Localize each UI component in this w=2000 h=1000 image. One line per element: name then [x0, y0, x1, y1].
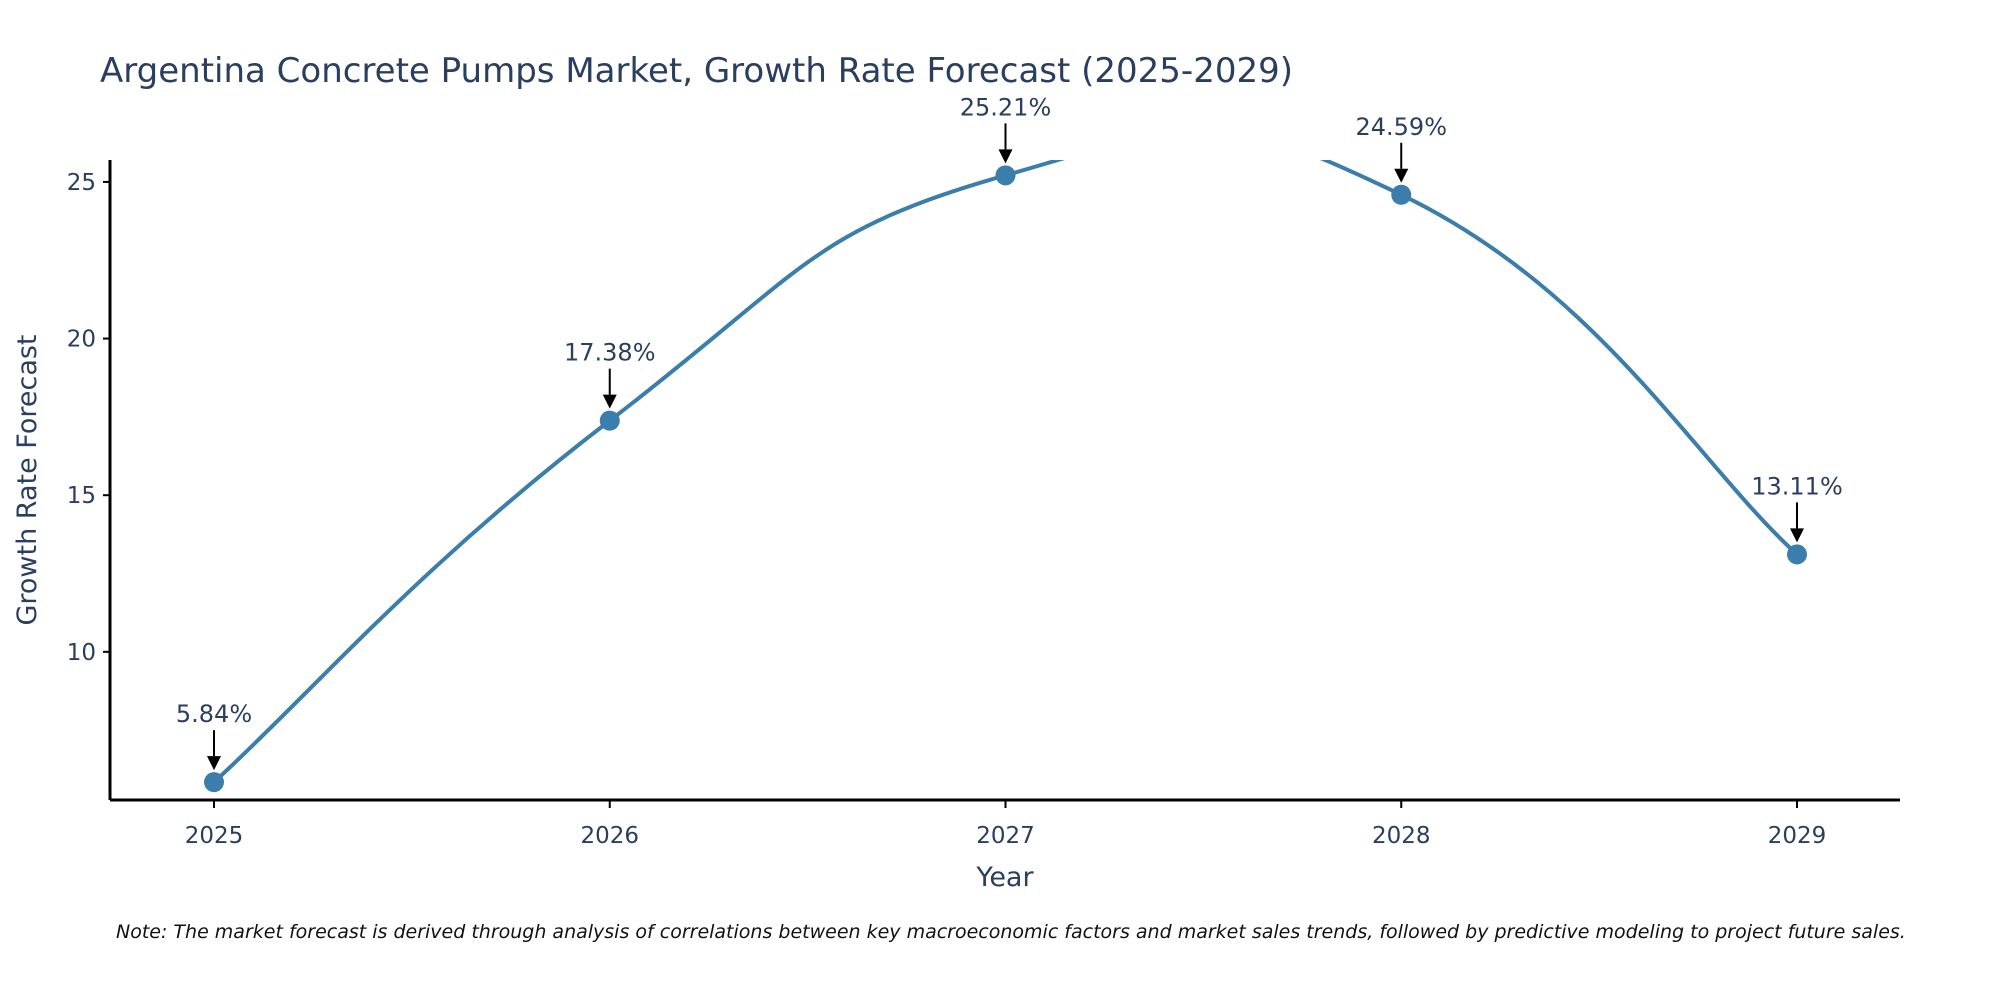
data-point: [995, 165, 1016, 186]
x-tick-label: 2026: [580, 823, 639, 849]
y-tick-label: 15: [67, 483, 96, 509]
y-tick-label: 20: [67, 327, 96, 353]
x-tick-label: 2028: [1372, 823, 1431, 849]
plot-area: [204, 160, 1807, 793]
y-axis-title: Growth Rate Forecast: [12, 334, 43, 625]
x-axis-title: Year: [975, 862, 1034, 893]
annotation-arrow-head: [1790, 528, 1804, 543]
data-point: [599, 410, 620, 431]
data-label: 25.21%: [960, 93, 1052, 121]
series-line: [212, 160, 1799, 784]
data-label: 24.59%: [1355, 113, 1447, 141]
annotation-arrow-head: [207, 756, 221, 771]
data-label: 17.38%: [564, 339, 656, 367]
data-point: [204, 772, 224, 793]
data-point: [1787, 544, 1807, 565]
y-tick-label: 25: [67, 170, 96, 196]
x-tick-label: 2025: [185, 823, 244, 849]
data-label: 5.84%: [176, 700, 252, 728]
annotation-arrow-head: [1394, 168, 1409, 183]
data-point: [1391, 184, 1412, 205]
annotation-arrow-head: [998, 149, 1013, 164]
annotation-arrow-head: [602, 394, 617, 409]
x-tick-label: 2027: [976, 823, 1035, 849]
data-label: 13.11%: [1751, 472, 1843, 500]
y-tick-label: 10: [67, 640, 96, 666]
chart-title: Argentina Concrete Pumps Market, Growth …: [100, 51, 1293, 91]
annotations: 5.84% 17.38% 25.21% 24.59% 13.11%: [176, 93, 1843, 771]
footnote: Note: The market forecast is derived thr…: [116, 921, 1906, 943]
x-tick-label: 2029: [1768, 823, 1827, 849]
